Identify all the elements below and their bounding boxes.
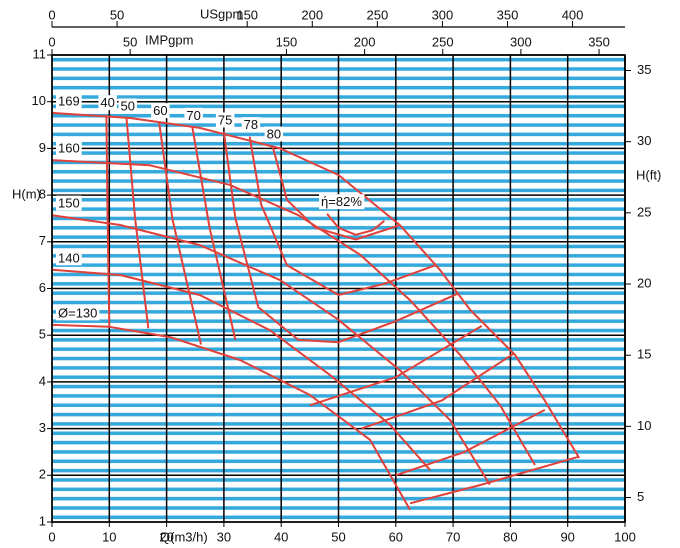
top-tick-label: 250	[432, 34, 454, 49]
top-tick-label: 350	[497, 7, 519, 22]
label-bg	[184, 107, 203, 123]
curve	[51, 323, 411, 511]
top-tick-label: 0	[48, 7, 55, 22]
curve-label: 80	[267, 127, 281, 142]
top-tick-label: 300	[510, 34, 532, 49]
top-tick-label: 0	[48, 34, 55, 49]
plot-frame	[51, 54, 626, 523]
curve-label: 160	[58, 141, 80, 156]
x-tick-label: 60	[389, 529, 403, 544]
y2-tick-label: 20	[637, 275, 651, 290]
y-tick-label: 4	[39, 373, 46, 388]
x-tick-label: 30	[217, 529, 231, 544]
curve-label: ή=82%	[321, 194, 362, 209]
label-bg	[118, 98, 137, 114]
label-bg	[264, 126, 284, 142]
y2-tick-label: 35	[637, 62, 651, 77]
label-bg	[215, 112, 235, 128]
top-tick-label: 200	[301, 7, 323, 22]
y-tick-label: 7	[39, 233, 46, 248]
y-axis-label: H(m)	[12, 186, 41, 201]
curve	[51, 214, 491, 486]
y-tick-label: 9	[39, 140, 46, 155]
top-tick-label: 50	[123, 34, 137, 49]
label-bg	[319, 194, 365, 210]
curve	[51, 111, 581, 459]
top-tick-label: 50	[110, 7, 124, 22]
curve-label: 75	[218, 112, 232, 127]
y-tick-label: 8	[39, 187, 46, 202]
top-tick-label: 200	[354, 34, 376, 49]
curve	[326, 213, 385, 236]
label-bg	[56, 195, 82, 211]
x-tick-label: 80	[503, 529, 517, 544]
label-bg	[98, 95, 117, 111]
y-tick-label: 1	[39, 513, 46, 528]
label-bg	[56, 305, 100, 321]
curve	[248, 136, 437, 296]
curve	[271, 145, 400, 241]
label-bg	[151, 103, 170, 119]
curve-label: 150	[58, 196, 80, 211]
label-bg	[56, 250, 82, 266]
curve-label: Ø=130	[58, 305, 97, 320]
x-tick-label: 20	[159, 529, 173, 544]
curve-label: 50	[120, 98, 134, 113]
y-tick-label: 3	[39, 420, 46, 435]
x-tick-label: 70	[446, 529, 460, 544]
y-tick-label: 5	[39, 327, 46, 342]
curve-label: 140	[58, 250, 80, 265]
y-tick-label: 2	[39, 467, 46, 482]
y2-tick-label: 25	[637, 204, 651, 219]
top-tick-label: 250	[366, 7, 388, 22]
x-tick-label: 0	[48, 529, 55, 544]
y-tick-label: 10	[32, 93, 46, 108]
x-tick-label: 90	[560, 529, 574, 544]
curve-label: 70	[186, 108, 200, 123]
y2-tick-label: 15	[637, 347, 651, 362]
x-axis-label: Q(m3/h)	[160, 529, 208, 544]
y-tick-label: 6	[39, 280, 46, 295]
usgpm-axis-label: USgpm	[200, 6, 243, 21]
curve-label: 78	[244, 117, 258, 132]
curve	[105, 114, 580, 505]
y2-tick-label: 30	[637, 133, 651, 148]
top-tick-label: 150	[236, 7, 258, 22]
curve	[158, 122, 514, 430]
label-bg	[56, 93, 82, 109]
top-tick-label: 350	[588, 34, 610, 49]
x-tick-label: 40	[274, 529, 288, 544]
top-tick-label: 300	[432, 7, 454, 22]
y-tick-label: 11	[33, 46, 47, 61]
curve	[191, 127, 483, 407]
y2-tick-label: 10	[637, 418, 651, 433]
y2-tick-label: 5	[637, 489, 644, 504]
curve	[51, 159, 536, 466]
impgpm-axis-label: IMPgpm	[145, 32, 193, 47]
x-tick-label: 50	[331, 529, 345, 544]
x-tick-label: 10	[102, 529, 116, 544]
curve	[125, 117, 546, 477]
curve	[51, 268, 431, 471]
top-tick-label: 400	[562, 7, 584, 22]
curve-label: 60	[153, 103, 167, 118]
label-bg	[56, 140, 82, 156]
top-tick-label: 150	[276, 34, 298, 49]
curve-label: 169	[58, 93, 80, 108]
curve	[222, 131, 460, 344]
curve-label: 40	[100, 95, 114, 110]
label-bg	[241, 117, 261, 133]
x-tick-label: 100	[614, 529, 636, 544]
y2-axis-label: H(ft)	[636, 167, 661, 182]
